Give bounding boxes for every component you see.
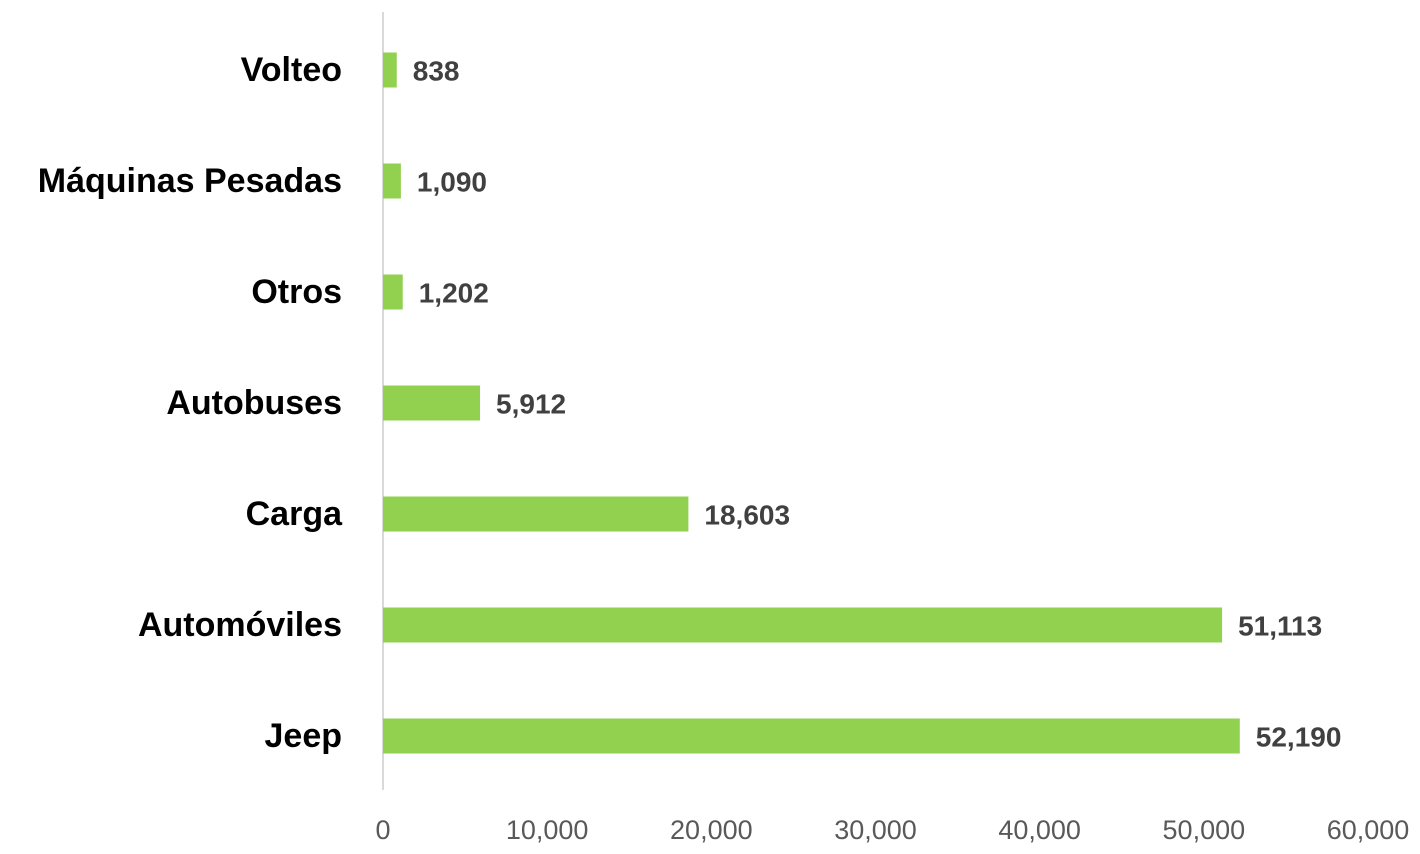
bar: [383, 274, 403, 310]
bar: [383, 163, 401, 199]
value-label: 52,190: [1256, 721, 1342, 752]
value-label: 1,090: [417, 166, 487, 197]
category-label: Otros: [251, 273, 342, 311]
category-label: Carga: [246, 495, 343, 533]
category-label: Autobuses: [166, 384, 342, 422]
x-tick-label: 30,000: [834, 815, 917, 845]
x-tick-label: 10,000: [506, 815, 589, 845]
bar: [383, 385, 481, 421]
value-label: 18,603: [704, 499, 790, 530]
value-label: 51,113: [1238, 610, 1322, 641]
value-label: 1,202: [419, 277, 489, 308]
bar: [383, 607, 1223, 643]
x-tick-label: 60,000: [1327, 815, 1410, 845]
category-label: Máquinas Pesadas: [38, 162, 342, 200]
x-tick-label: 20,000: [670, 815, 753, 845]
bar: [383, 718, 1240, 754]
value-label: 838: [413, 55, 460, 86]
category-label: Automóviles: [138, 606, 342, 644]
value-label: 5,912: [496, 388, 566, 419]
x-tick-label: 0: [375, 815, 390, 845]
x-tick-label: 40,000: [998, 815, 1081, 845]
category-label: Jeep: [265, 717, 343, 755]
bar: [383, 52, 397, 88]
category-label: Volteo: [241, 51, 342, 89]
x-tick-label: 50,000: [1163, 815, 1246, 845]
bar: [383, 496, 689, 532]
